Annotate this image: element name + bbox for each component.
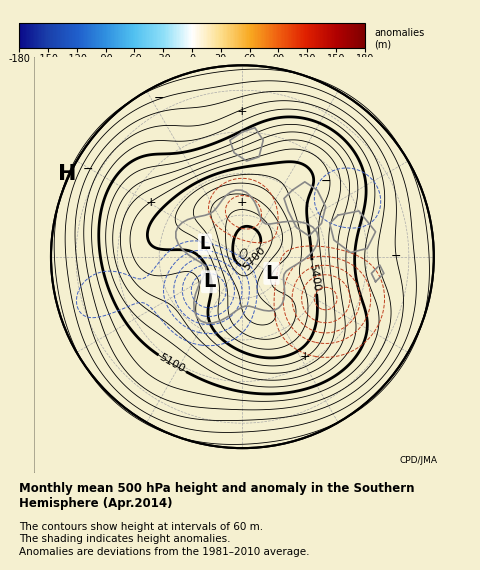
FancyBboxPatch shape xyxy=(35,57,450,473)
Text: −: − xyxy=(391,250,402,263)
Text: The shading indicates height anomalies.: The shading indicates height anomalies. xyxy=(19,534,231,544)
Text: The contours show height at intervals of 60 m.: The contours show height at intervals of… xyxy=(19,522,264,532)
Text: −: − xyxy=(154,92,165,105)
Text: (m): (m) xyxy=(374,39,392,50)
Text: anomalies: anomalies xyxy=(374,28,425,38)
Text: L: L xyxy=(265,264,278,283)
Text: L: L xyxy=(203,272,216,291)
Text: Anomalies are deviations from the 1981–2010 average.: Anomalies are deviations from the 1981–2… xyxy=(19,547,310,557)
Text: +: + xyxy=(237,196,248,209)
Text: H: H xyxy=(59,164,77,184)
Text: −: − xyxy=(320,176,331,188)
PathPatch shape xyxy=(35,57,450,473)
Text: +: + xyxy=(237,104,248,117)
Text: 5100: 5100 xyxy=(157,352,187,375)
Text: Monthly mean 500 hPa height and anomaly in the Southern
Hemisphere (Apr.2014): Monthly mean 500 hPa height and anomaly … xyxy=(19,482,415,510)
Text: CPD/JMA: CPD/JMA xyxy=(400,456,438,465)
Text: −: − xyxy=(83,163,94,176)
Text: 5400: 5400 xyxy=(307,262,321,292)
Text: +: + xyxy=(145,196,156,209)
Text: L: L xyxy=(200,235,210,253)
Text: +: + xyxy=(300,350,310,363)
Text: 5700: 5700 xyxy=(241,245,267,272)
